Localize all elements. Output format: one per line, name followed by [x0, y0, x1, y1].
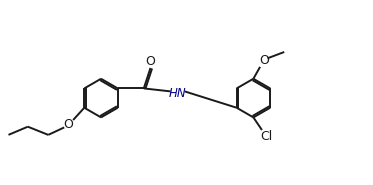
Text: HN: HN — [169, 87, 186, 100]
Text: methoxy: methoxy — [291, 50, 297, 51]
Text: O: O — [145, 55, 156, 68]
Text: O: O — [64, 118, 73, 131]
Text: O: O — [259, 54, 269, 67]
Text: Cl: Cl — [260, 130, 273, 143]
